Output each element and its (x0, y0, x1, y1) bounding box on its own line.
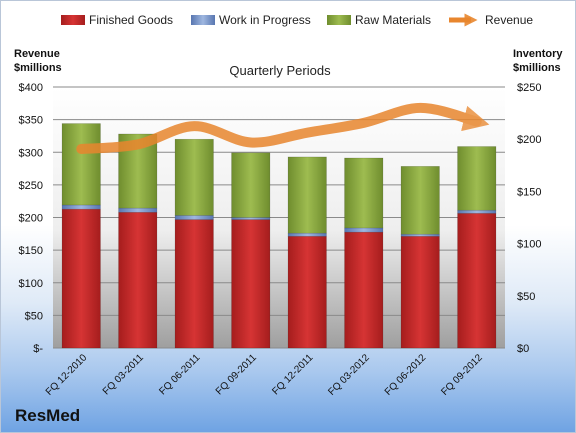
left-tick-label: $350 (19, 115, 43, 127)
right-axis-title-line-1: Inventory (513, 48, 563, 60)
left-axis-ticks: $- $50 $100 $150 $200 $250 $300 $350 $400 (19, 82, 44, 355)
revenue-line-group (76, 102, 490, 154)
bar-work-in-progress (344, 227, 384, 233)
bar-raw-materials (174, 138, 214, 216)
bars (61, 123, 497, 349)
bar-raw-materials (287, 156, 327, 234)
bar-finished-goods (61, 208, 101, 349)
category-label: FQ 06-2011 (157, 352, 202, 397)
left-tick-label: $400 (19, 82, 43, 94)
legend-label-finished-goods: Finished Goods (89, 13, 173, 27)
category-label: FQ 09-2011 (214, 352, 259, 397)
left-tick-label: $250 (19, 180, 43, 192)
legend-swatch-work-in-progress (191, 15, 215, 25)
left-tick-label: $50 (25, 310, 43, 322)
bar-work-in-progress (174, 215, 214, 220)
company-name: ResMed (15, 406, 81, 425)
bar-finished-goods (400, 236, 440, 349)
legend-label-work-in-progress: Work in Progress (219, 13, 311, 27)
right-axis-title-line-2: $millions (513, 62, 561, 74)
right-tick-label: $100 (517, 239, 541, 251)
right-tick-label: $200 (517, 134, 541, 146)
bar-finished-goods (287, 236, 327, 349)
category-label: FQ 09-2012 (439, 352, 485, 398)
bar-work-in-progress (118, 207, 158, 213)
category-label: FQ 06-2012 (383, 352, 429, 398)
right-tick-label: $150 (517, 186, 541, 198)
revenue-line (76, 102, 490, 154)
bar-finished-goods (118, 212, 158, 349)
legend-swatch-raw-materials (327, 15, 351, 25)
category-label: FQ 12-2010 (44, 352, 90, 398)
left-tick-label: $200 (19, 213, 43, 225)
category-label: FQ 12-2011 (270, 352, 315, 397)
legend-label-raw-materials: Raw Materials (355, 13, 431, 27)
bar-work-in-progress (457, 209, 497, 214)
left-axis-title-line-2: $millions (14, 62, 62, 74)
category-labels: FQ 12-2010 FQ 03-2011 FQ 06-2011 FQ 09-2011… (44, 352, 485, 398)
legend: Finished Goods Work in Progress Raw Mate… (61, 13, 533, 27)
bar-raw-materials (344, 157, 384, 229)
bar-work-in-progress (400, 233, 440, 237)
chart-subtitle: Quarterly Periods (229, 63, 331, 78)
bar-finished-goods (457, 213, 497, 349)
bar-raw-materials (400, 166, 440, 235)
right-tick-label: $250 (517, 82, 541, 94)
legend-swatch-finished-goods (61, 15, 85, 25)
bar-finished-goods (344, 231, 384, 349)
right-tick-label: $50 (517, 291, 535, 303)
left-tick-label: $- (33, 343, 43, 355)
left-tick-label: $150 (19, 245, 43, 257)
bar-finished-goods (231, 219, 271, 349)
left-tick-label: $300 (19, 147, 43, 159)
bar-finished-goods (174, 219, 214, 349)
category-label: FQ 03-2011 (101, 352, 146, 397)
left-axis-title-line-1: Revenue (14, 48, 60, 60)
bar-work-in-progress (231, 217, 271, 220)
bar-raw-materials (61, 123, 101, 206)
bar-raw-materials (457, 146, 497, 211)
bar-work-in-progress (287, 232, 327, 237)
right-tick-label: $0 (517, 343, 529, 355)
bar-work-in-progress (61, 204, 101, 210)
left-tick-label: $100 (19, 278, 43, 290)
right-axis-ticks: $0 $50 $100 $150 $200 $250 (517, 82, 541, 355)
bar-raw-materials (231, 152, 271, 218)
category-label: FQ 03-2012 (326, 352, 372, 398)
legend-label-revenue: Revenue (485, 13, 533, 27)
